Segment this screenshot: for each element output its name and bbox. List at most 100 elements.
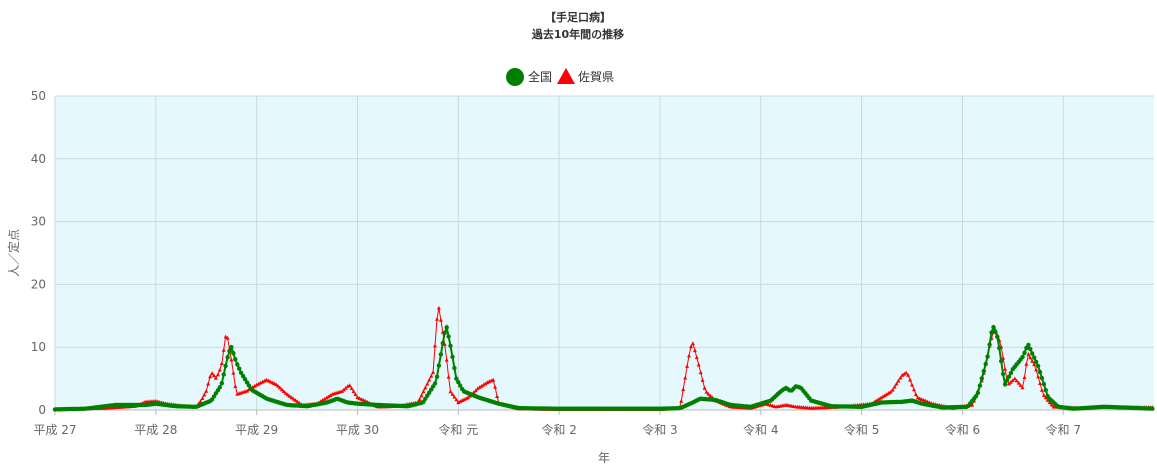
- data-point[interactable]: [1037, 369, 1043, 375]
- data-point[interactable]: [875, 398, 880, 402]
- data-point[interactable]: [1028, 346, 1033, 352]
- data-point[interactable]: [435, 317, 439, 321]
- data-point[interactable]: [204, 389, 209, 393]
- data-point[interactable]: [219, 381, 224, 386]
- data-point[interactable]: [1010, 378, 1015, 382]
- data-point[interactable]: [882, 393, 887, 398]
- data-point[interactable]: [1002, 382, 1008, 387]
- data-point[interactable]: [276, 383, 280, 388]
- data-point[interactable]: [438, 317, 443, 322]
- data-point[interactable]: [260, 379, 265, 384]
- data-point[interactable]: [217, 385, 222, 390]
- data-point[interactable]: [493, 385, 498, 389]
- data-point[interactable]: [425, 381, 430, 386]
- data-point[interactable]: [417, 397, 422, 401]
- data-point[interactable]: [1016, 380, 1021, 385]
- data-point[interactable]: [696, 362, 701, 367]
- data-point[interactable]: [1026, 352, 1031, 356]
- data-point[interactable]: [452, 394, 457, 399]
- data-point[interactable]: [326, 394, 331, 399]
- data-point[interactable]: [206, 381, 211, 386]
- data-point[interactable]: [295, 399, 300, 404]
- data-point[interactable]: [997, 345, 1002, 351]
- data-point[interactable]: [229, 357, 234, 362]
- data-point[interactable]: [973, 394, 979, 399]
- data-point[interactable]: [427, 377, 432, 382]
- data-point[interactable]: [213, 375, 218, 380]
- data-point[interactable]: [485, 380, 490, 385]
- data-point[interactable]: [221, 347, 226, 352]
- data-point[interactable]: [448, 389, 453, 394]
- data-point[interactable]: [1043, 388, 1049, 393]
- data-point[interactable]: [687, 353, 691, 358]
- data-point[interactable]: [446, 374, 451, 379]
- data-point[interactable]: [237, 366, 242, 371]
- data-point[interactable]: [440, 341, 445, 346]
- data-point[interactable]: [704, 390, 709, 394]
- data-point[interactable]: [1039, 375, 1045, 381]
- data-point[interactable]: [981, 368, 986, 374]
- data-point[interactable]: [890, 387, 895, 392]
- data-point[interactable]: [681, 387, 686, 392]
- data-point[interactable]: [991, 325, 996, 330]
- data-point[interactable]: [1030, 351, 1035, 356]
- data-point[interactable]: [419, 393, 424, 398]
- data-point[interactable]: [221, 372, 226, 377]
- data-point[interactable]: [898, 375, 903, 380]
- data-point[interactable]: [341, 387, 346, 392]
- data-point[interactable]: [431, 370, 436, 374]
- data-point[interactable]: [436, 305, 441, 310]
- data-point[interactable]: [689, 344, 693, 349]
- data-point[interactable]: [287, 394, 292, 398]
- data-point[interactable]: [1001, 355, 1006, 360]
- data-point[interactable]: [975, 390, 981, 396]
- data-point[interactable]: [908, 377, 913, 382]
- data-point[interactable]: [906, 373, 911, 377]
- data-point[interactable]: [477, 385, 482, 389]
- data-point[interactable]: [1024, 361, 1029, 366]
- data-point[interactable]: [970, 402, 975, 407]
- data-point[interactable]: [274, 382, 278, 387]
- data-point[interactable]: [433, 343, 437, 348]
- data-point[interactable]: [912, 387, 916, 392]
- data-point[interactable]: [212, 373, 216, 378]
- data-point[interactable]: [886, 390, 891, 395]
- data-point[interactable]: [1038, 381, 1042, 385]
- data-point[interactable]: [690, 341, 695, 346]
- data-point[interactable]: [993, 329, 998, 335]
- data-point[interactable]: [1008, 379, 1013, 384]
- data-point[interactable]: [1041, 393, 1046, 397]
- data-point[interactable]: [454, 397, 459, 402]
- data-point[interactable]: [1043, 395, 1048, 400]
- data-point[interactable]: [989, 330, 994, 335]
- data-point[interactable]: [910, 382, 914, 387]
- data-point[interactable]: [242, 377, 248, 382]
- data-point[interactable]: [238, 370, 244, 375]
- data-point[interactable]: [454, 376, 459, 381]
- data-point[interactable]: [289, 395, 294, 400]
- data-point[interactable]: [233, 384, 238, 388]
- data-point[interactable]: [1041, 382, 1047, 387]
- data-point[interactable]: [456, 400, 461, 405]
- data-point[interactable]: [421, 389, 426, 394]
- data-point[interactable]: [357, 396, 362, 400]
- data-point[interactable]: [1008, 370, 1014, 376]
- data-point[interactable]: [254, 382, 259, 387]
- data-point[interactable]: [1026, 342, 1031, 348]
- data-point[interactable]: [328, 393, 333, 398]
- data-point[interactable]: [434, 374, 440, 379]
- data-point[interactable]: [202, 392, 207, 397]
- data-point[interactable]: [904, 370, 909, 375]
- data-point[interactable]: [1030, 358, 1035, 363]
- data-point[interactable]: [436, 363, 442, 368]
- data-point[interactable]: [229, 345, 234, 350]
- data-point[interactable]: [694, 355, 699, 360]
- data-point[interactable]: [1033, 359, 1039, 364]
- data-point[interactable]: [685, 364, 690, 368]
- data-point[interactable]: [1020, 385, 1025, 390]
- data-point[interactable]: [983, 361, 988, 367]
- legend-label-national[interactable]: 全国: [528, 69, 552, 84]
- data-point[interactable]: [432, 381, 438, 386]
- data-point[interactable]: [896, 378, 901, 383]
- data-point[interactable]: [450, 392, 455, 396]
